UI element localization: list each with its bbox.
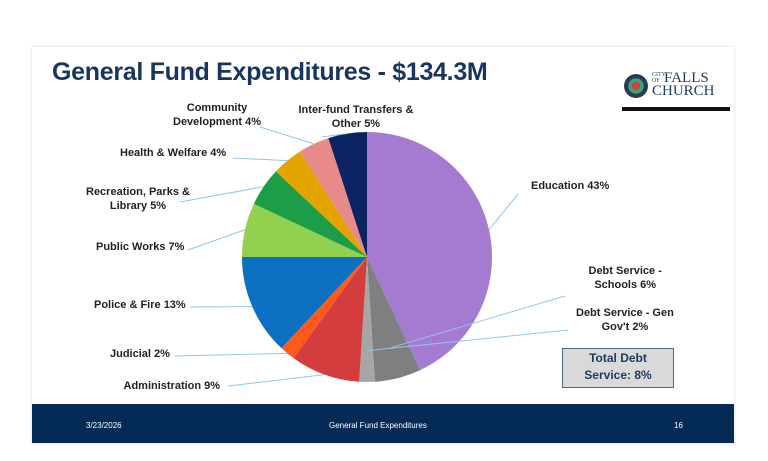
pie-slice-education — [367, 132, 493, 371]
city-logo: CITY OF FALLS CHURCH — [620, 70, 730, 112]
label-police-fire: Police & Fire 13% — [94, 299, 186, 311]
label-education: Education 43% — [531, 180, 610, 192]
callout-line2: Service: 8% — [584, 368, 652, 382]
label-debt-service-gen-govt: Debt Service - Gen Gov't 2% — [576, 307, 674, 333]
logo-line2: CHURCH — [652, 83, 715, 99]
leader-line-judicial — [174, 352, 288, 357]
leader-line-interfund-transfers — [321, 133, 348, 138]
pie-slice-debt-service-schools — [367, 257, 421, 382]
pie-slice-interfund-transfers — [328, 132, 367, 257]
logo-text: CITY OF FALLS CHURCH — [652, 70, 715, 99]
leader-line-administration — [227, 374, 325, 387]
label-recreation-parks-library: Recreation, Parks & Library 5% — [86, 186, 190, 212]
leader-line-public-works — [187, 229, 246, 251]
pie-slice-public-works — [242, 203, 367, 257]
leader-line-recreation-parks-library — [179, 186, 264, 203]
footer-date: 3/23/2026 — [86, 421, 122, 430]
leader-line-education — [488, 193, 519, 231]
label-interfund-transfers: Inter-fund Transfers & Other 5% — [298, 104, 414, 130]
pie-slice-police-fire — [242, 257, 367, 349]
pie-slice-administration — [293, 257, 367, 382]
label-community-development: Community Development 4% — [173, 102, 262, 128]
footer: 3/23/2026 General Fund Expenditures 16 — [32, 404, 734, 443]
leader-line-community-development — [259, 126, 314, 145]
leader-line-health-welfare — [232, 157, 288, 162]
logo-small-text: CITY OF — [652, 72, 666, 84]
label-health-welfare: Health & Welfare 4% — [120, 147, 227, 159]
pie-slice-community-development — [300, 138, 367, 257]
page-title: General Fund Expenditures - $134.3M — [52, 58, 488, 86]
total-debt-callout: Total Debt Service: 8% — [562, 348, 674, 388]
callout-line1: Total Debt — [589, 351, 647, 365]
logo-underline — [622, 107, 730, 111]
label-debt-service-schools: Debt Service - Schools 6% — [588, 265, 662, 291]
label-administration: Administration 9% — [123, 380, 221, 392]
leader-line-debt-service-schools — [390, 295, 566, 349]
footer-title: General Fund Expenditures — [329, 421, 427, 430]
leader-line-debt-service-gen-govt — [366, 329, 569, 352]
pie-slice-health-welfare — [275, 151, 367, 257]
city-seal-icon — [624, 74, 648, 98]
footer-page-number: 16 — [674, 421, 683, 430]
logo-line1: FALLS — [664, 70, 709, 86]
label-public-works: Public Works 7% — [96, 241, 185, 253]
pie-slice-judicial — [281, 257, 367, 359]
pie-slice-recreation-parks-library — [253, 171, 367, 257]
label-judicial: Judicial 2% — [110, 348, 170, 360]
